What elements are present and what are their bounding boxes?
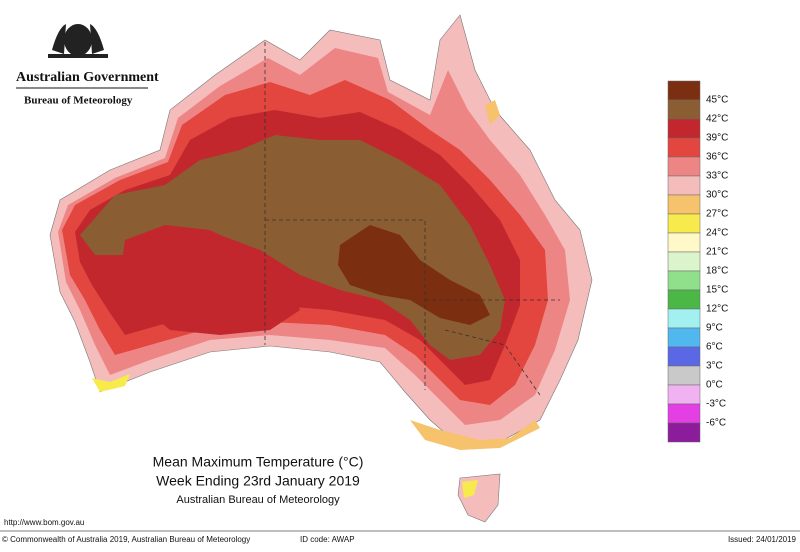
legend-label: 0°C [706, 380, 723, 391]
legend-swatch [667, 80, 701, 101]
legend-swatch [667, 99, 701, 120]
legend-label: 33°C [706, 171, 728, 182]
legend-swatch [667, 251, 701, 272]
legend-swatch [667, 327, 701, 348]
legend-swatch [667, 118, 701, 139]
legend-swatch [667, 308, 701, 329]
zone-se-coast [410, 420, 540, 450]
footer-issued: Issued: 24/01/2019 [728, 535, 797, 544]
australia-map [49, 14, 593, 523]
zone-east-coast [485, 100, 500, 125]
legend-label: 9°C [706, 323, 723, 334]
legend-label: 39°C [706, 133, 728, 144]
zone-45-west [120, 225, 300, 335]
zone-sw-coast [92, 374, 130, 392]
tasmania-coast [462, 480, 478, 498]
footer-url: http://www.bom.gov.au [4, 518, 84, 527]
legend-swatch [667, 289, 701, 310]
state-borders [264, 42, 560, 396]
legend-swatch [667, 384, 701, 405]
legend-label: 30°C [706, 190, 728, 201]
legend-swatch [667, 156, 701, 177]
legend-swatch [667, 270, 701, 291]
zone-hot-core [338, 225, 490, 325]
legend-swatch [667, 232, 701, 253]
legend-swatch [667, 213, 701, 234]
legend-label: 21°C [706, 247, 728, 258]
legend-label: 27°C [706, 209, 728, 220]
legend-label: 12°C [706, 304, 728, 315]
legend-label: 18°C [706, 266, 728, 277]
legend-label: -6°C [706, 418, 726, 429]
zone-45 [80, 135, 505, 360]
footer-copyright: © Commonwealth of Australia 2019, Austra… [2, 535, 250, 544]
legend-swatch [667, 175, 701, 196]
legend-swatch [667, 422, 701, 443]
legend-swatch [667, 137, 701, 158]
legend: 45°C 42°C 39°C 36°C 33°C 30°C 27°C 24°C 21°C 18°C… [667, 80, 728, 443]
legend-label: 36°C [706, 152, 728, 163]
agency-name: Australian Government [16, 70, 159, 85]
footer-id: ID code: AWAP [300, 535, 355, 544]
legend-label: 6°C [706, 342, 723, 353]
legend-label: 42°C [706, 114, 728, 125]
bureau-name: Bureau of Meteorology [24, 95, 133, 107]
legend-swatch [667, 346, 701, 367]
legend-label: -3°C [706, 399, 726, 410]
legend-label: 24°C [706, 228, 728, 239]
crest [48, 24, 108, 58]
map-source: Australian Bureau of Meteorology [176, 494, 340, 506]
legend-label: 15°C [706, 285, 728, 296]
legend-swatch [667, 365, 701, 386]
map-subtitle: Week Ending 23rd January 2019 [156, 473, 360, 489]
legend-label: 3°C [706, 361, 723, 372]
legend-swatch [667, 194, 701, 215]
legend-label: 45°C [706, 95, 728, 106]
legend-swatch [667, 403, 701, 424]
map-title: Mean Maximum Temperature (°C) [153, 454, 364, 470]
